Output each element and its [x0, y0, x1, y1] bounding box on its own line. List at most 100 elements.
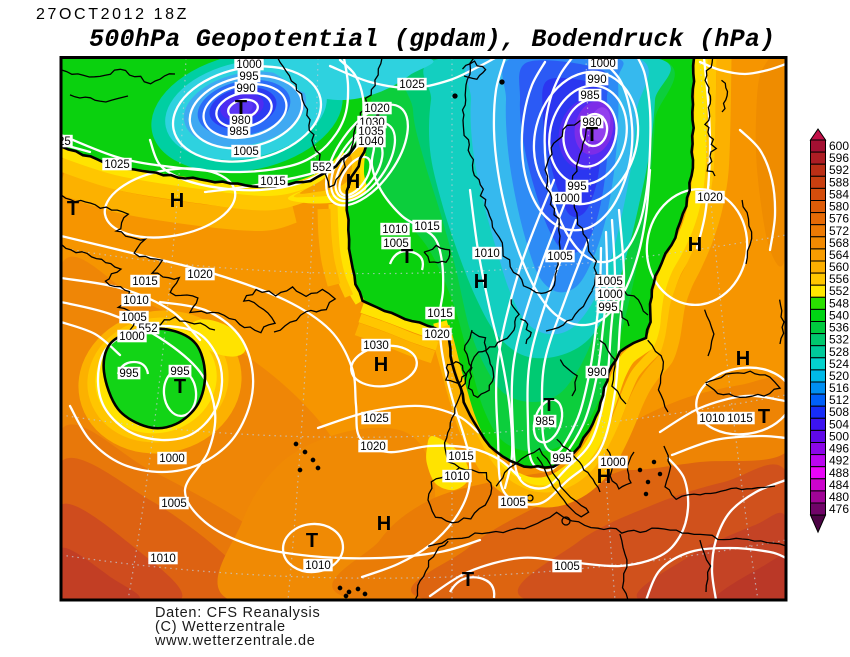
- svg-text:H: H: [377, 513, 391, 535]
- svg-text:576: 576: [829, 212, 849, 226]
- svg-text:588: 588: [829, 175, 849, 189]
- svg-text:1015: 1015: [727, 413, 753, 425]
- svg-text:T: T: [462, 569, 474, 591]
- svg-text:1020: 1020: [697, 192, 723, 204]
- svg-text:556: 556: [829, 272, 849, 286]
- svg-text:1025: 1025: [399, 79, 425, 91]
- svg-text:1020: 1020: [360, 441, 386, 453]
- svg-text:T: T: [174, 376, 186, 398]
- svg-text:1010: 1010: [305, 560, 331, 572]
- svg-text:1015: 1015: [427, 308, 453, 320]
- svg-text:1005: 1005: [500, 497, 526, 509]
- svg-text:548: 548: [829, 296, 849, 310]
- svg-text:1020: 1020: [424, 329, 450, 341]
- svg-text:H: H: [736, 348, 750, 370]
- svg-text:990: 990: [236, 83, 255, 95]
- svg-text:H: H: [170, 190, 184, 212]
- svg-text:1025: 1025: [45, 136, 71, 148]
- svg-text:T: T: [586, 124, 598, 146]
- svg-text:536: 536: [829, 321, 849, 335]
- svg-text:532: 532: [829, 333, 849, 347]
- svg-text:995: 995: [598, 302, 617, 314]
- svg-text:520: 520: [829, 369, 849, 383]
- svg-text:508: 508: [829, 405, 849, 419]
- svg-text:1010: 1010: [444, 471, 470, 483]
- svg-text:492: 492: [829, 454, 849, 468]
- svg-text:995: 995: [239, 71, 258, 83]
- svg-text:564: 564: [829, 248, 849, 262]
- svg-text:T: T: [306, 530, 318, 552]
- svg-text:1020: 1020: [364, 103, 390, 115]
- svg-text:T: T: [544, 395, 555, 415]
- svg-text:1010: 1010: [474, 248, 500, 260]
- svg-text:584: 584: [829, 188, 849, 202]
- svg-text:1000: 1000: [597, 289, 623, 301]
- svg-text:1000: 1000: [119, 331, 145, 343]
- svg-text:580: 580: [829, 200, 849, 214]
- svg-text:1000: 1000: [554, 193, 580, 205]
- svg-text:596: 596: [829, 151, 849, 165]
- svg-text:592: 592: [829, 163, 849, 177]
- svg-text:1030: 1030: [363, 340, 389, 352]
- svg-text:1040: 1040: [358, 136, 384, 148]
- svg-text:552: 552: [829, 284, 849, 298]
- svg-text:H: H: [374, 354, 388, 376]
- svg-text:1015: 1015: [414, 221, 440, 233]
- svg-text:480: 480: [829, 490, 849, 504]
- svg-text:516: 516: [829, 381, 849, 395]
- svg-text:1010: 1010: [123, 295, 149, 307]
- svg-text:1005: 1005: [233, 146, 259, 158]
- svg-text:1015: 1015: [260, 176, 286, 188]
- svg-text:500: 500: [829, 429, 849, 443]
- svg-text:1005: 1005: [597, 276, 623, 288]
- svg-text:H: H: [597, 466, 611, 488]
- svg-text:995: 995: [567, 181, 586, 193]
- svg-text:H: H: [474, 271, 488, 293]
- svg-text:1015: 1015: [448, 451, 474, 463]
- svg-text:T: T: [235, 97, 247, 119]
- svg-text:552: 552: [312, 162, 331, 174]
- svg-text:990: 990: [587, 74, 606, 86]
- svg-text:476: 476: [829, 502, 849, 516]
- svg-text:1000: 1000: [159, 453, 185, 465]
- svg-text:1025: 1025: [104, 159, 130, 171]
- svg-text:572: 572: [829, 224, 849, 238]
- svg-text:985: 985: [580, 90, 599, 102]
- svg-text:1005: 1005: [121, 312, 147, 324]
- svg-text:1005: 1005: [161, 498, 187, 510]
- svg-text:560: 560: [829, 260, 849, 274]
- svg-text:1005: 1005: [554, 561, 580, 573]
- svg-text:990: 990: [587, 367, 606, 379]
- svg-text:540: 540: [829, 308, 849, 322]
- svg-text:1010: 1010: [382, 224, 408, 236]
- svg-text:980: 980: [231, 115, 250, 127]
- svg-text:484: 484: [829, 478, 849, 492]
- svg-text:995: 995: [170, 366, 189, 378]
- svg-text:995: 995: [119, 368, 138, 380]
- svg-text:1005: 1005: [547, 251, 573, 263]
- svg-text:524: 524: [829, 357, 849, 371]
- svg-text:1015: 1015: [132, 276, 158, 288]
- svg-text:504: 504: [829, 417, 849, 431]
- svg-text:H: H: [688, 234, 702, 256]
- svg-text:600: 600: [829, 139, 849, 153]
- svg-text:1005: 1005: [383, 238, 409, 250]
- svg-text:496: 496: [829, 442, 849, 456]
- svg-text:985: 985: [535, 416, 554, 428]
- svg-text:1010: 1010: [150, 553, 176, 565]
- svg-text:H: H: [346, 171, 360, 193]
- svg-text:985: 985: [229, 126, 248, 138]
- svg-text:568: 568: [829, 236, 849, 250]
- svg-text:980: 980: [582, 117, 601, 129]
- svg-text:512: 512: [829, 393, 849, 407]
- svg-text:T: T: [401, 246, 413, 268]
- svg-text:488: 488: [829, 466, 849, 480]
- svg-text:1025: 1025: [363, 413, 389, 425]
- svg-text:995: 995: [552, 453, 571, 465]
- svg-text:1000: 1000: [590, 58, 616, 70]
- svg-text:1010: 1010: [699, 413, 725, 425]
- svg-text:1000: 1000: [600, 457, 626, 469]
- svg-text:1000: 1000: [236, 59, 262, 71]
- svg-text:1020: 1020: [187, 269, 213, 281]
- svg-text:T: T: [67, 198, 79, 220]
